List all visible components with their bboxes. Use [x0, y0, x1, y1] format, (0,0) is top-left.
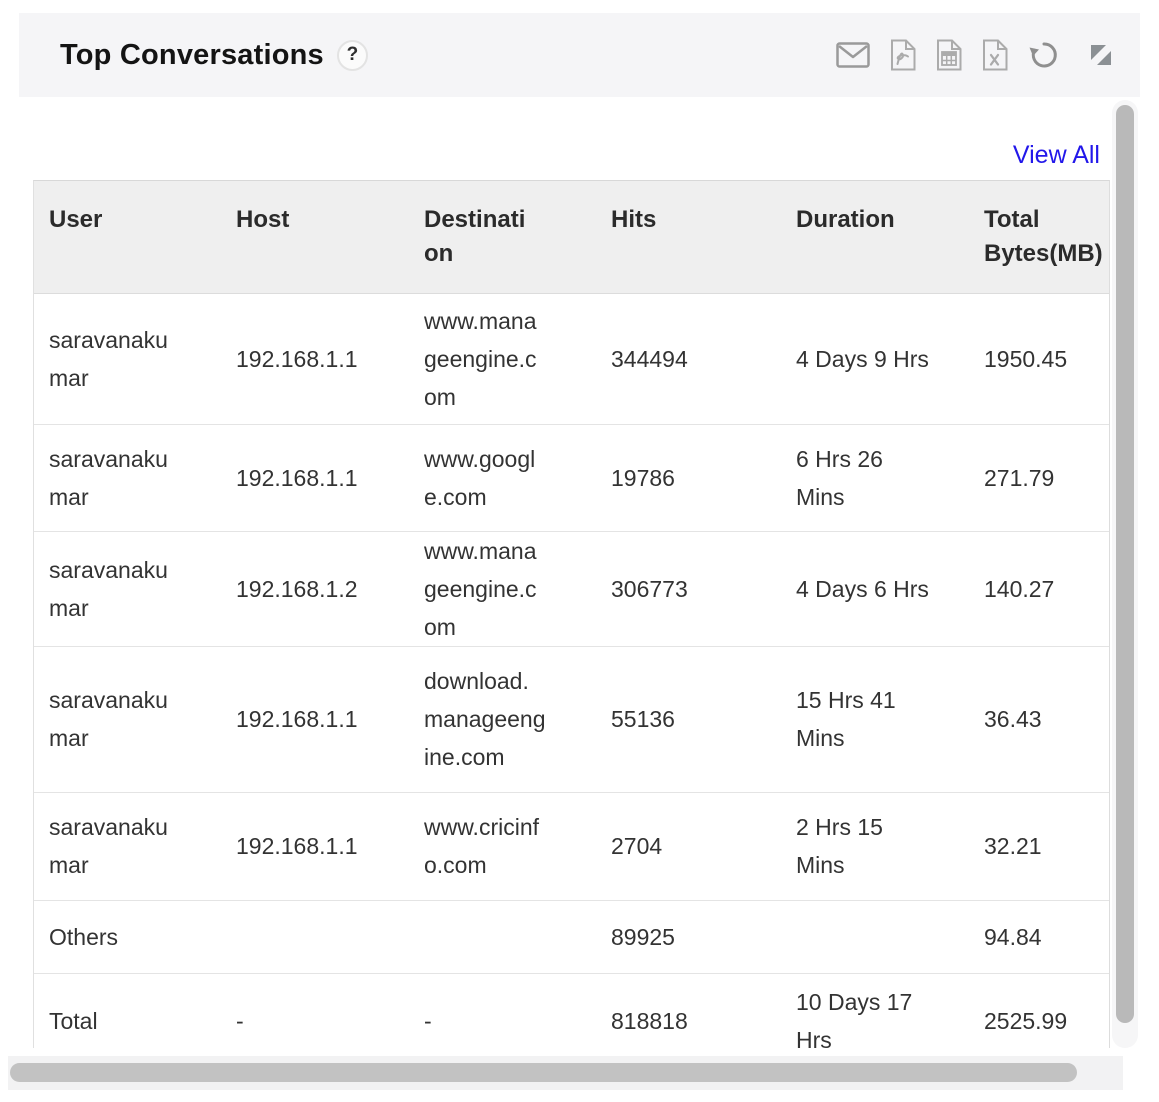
cell-destination: www.cricinfo.com: [409, 792, 596, 901]
csv-export-icon[interactable]: [936, 39, 962, 71]
cell-total-bytes: 32.21: [969, 792, 1109, 901]
cell-user: saravanakumar: [34, 424, 221, 532]
cell-user: saravanakumar: [34, 792, 221, 901]
cell-destination: [409, 900, 596, 974]
cell-user: saravanakumar: [34, 293, 221, 425]
column-header-destination: Destination: [409, 181, 596, 294]
table-row: saravanakumar 192.168.1.2 www.manageengi…: [34, 531, 1109, 647]
widget-header: Top Conversations ?: [19, 13, 1140, 97]
excel-export-icon[interactable]: [982, 39, 1008, 71]
table-row-others: Others 89925 94.84: [34, 900, 1109, 974]
table-header-row: User Host Destination Hits Duration Tota…: [34, 181, 1109, 294]
help-icon[interactable]: ?: [336, 39, 368, 71]
cell-user: Others: [34, 900, 221, 974]
view-all-link[interactable]: View All: [1012, 141, 1100, 169]
cell-hits: 55136: [596, 646, 781, 793]
horizontal-scrollbar-thumb[interactable]: [10, 1063, 1077, 1082]
cell-host: 192.168.1.2: [221, 531, 409, 647]
cell-host: 192.168.1.1: [221, 792, 409, 901]
cell-host: -: [221, 973, 409, 1048]
table-row: saravanakumar 192.168.1.1 download.manag…: [34, 646, 1109, 793]
vertical-scrollbar-thumb[interactable]: [1116, 105, 1134, 1023]
cell-destination: download.manageengine.com: [409, 646, 596, 793]
cell-host: 192.168.1.1: [221, 293, 409, 425]
table-row: saravanakumar 192.168.1.1 www.google.com…: [34, 424, 1109, 532]
column-header-user: User: [34, 181, 221, 294]
table-row: saravanakumar 192.168.1.1 www.cricinfo.c…: [34, 792, 1109, 901]
cell-total-bytes: 1950.45: [969, 293, 1109, 425]
cell-hits: 818818: [596, 973, 781, 1048]
cell-user: Total: [34, 973, 221, 1048]
cell-destination: www.manageengine.com: [409, 293, 596, 425]
cell-duration: [781, 900, 969, 974]
cell-destination: www.google.com: [409, 424, 596, 532]
cell-hits: 306773: [596, 531, 781, 647]
column-header-total-bytes: Total Bytes(MB): [969, 181, 1109, 294]
widget-toolbar: [836, 39, 1112, 71]
horizontal-scrollbar-track[interactable]: [8, 1056, 1123, 1090]
cell-host: 192.168.1.1: [221, 646, 409, 793]
cell-duration: 10 Days 17 Hrs: [781, 973, 969, 1048]
column-header-duration: Duration: [781, 181, 969, 294]
cell-total-bytes: 36.43: [969, 646, 1109, 793]
cell-duration: 2 Hrs 15 Mins: [781, 792, 969, 901]
cell-host: [221, 900, 409, 974]
cell-total-bytes: 94.84: [969, 900, 1109, 974]
resize-icon[interactable]: [1090, 44, 1112, 66]
cell-duration: 6 Hrs 26 Mins: [781, 424, 969, 532]
cell-hits: 2704: [596, 792, 781, 901]
pdf-export-icon[interactable]: [890, 39, 916, 71]
cell-user: saravanakumar: [34, 531, 221, 647]
cell-host: 192.168.1.1: [221, 424, 409, 532]
cell-destination: www.manageengine.com: [409, 531, 596, 647]
column-header-hits: Hits: [596, 181, 781, 294]
help-icon-label: ?: [346, 44, 359, 65]
refresh-icon[interactable]: [1028, 39, 1060, 71]
cell-hits: 89925: [596, 900, 781, 974]
cell-total-bytes: 271.79: [969, 424, 1109, 532]
widget-title: Top Conversations: [60, 38, 324, 71]
cell-duration: 15 Hrs 41 Mins: [781, 646, 969, 793]
cell-total-bytes: 140.27: [969, 531, 1109, 647]
vertical-scrollbar-track[interactable]: [1112, 100, 1138, 1048]
cell-destination: -: [409, 973, 596, 1048]
cell-user: saravanakumar: [34, 646, 221, 793]
cell-hits: 344494: [596, 293, 781, 425]
table-row-total: Total - - 818818 10 Days 17 Hrs 2525.99: [34, 973, 1109, 1048]
cell-total-bytes: 2525.99: [969, 973, 1109, 1048]
cell-duration: 4 Days 6 Hrs: [781, 531, 969, 647]
column-header-host: Host: [221, 181, 409, 294]
conversations-table: User Host Destination Hits Duration Tota…: [34, 181, 1109, 1048]
conversations-table-viewport: User Host Destination Hits Duration Tota…: [33, 180, 1110, 1048]
email-icon[interactable]: [836, 42, 870, 68]
cell-hits: 19786: [596, 424, 781, 532]
cell-duration: 4 Days 9 Hrs: [781, 293, 969, 425]
table-row: saravanakumar 192.168.1.1 www.manageengi…: [34, 293, 1109, 425]
